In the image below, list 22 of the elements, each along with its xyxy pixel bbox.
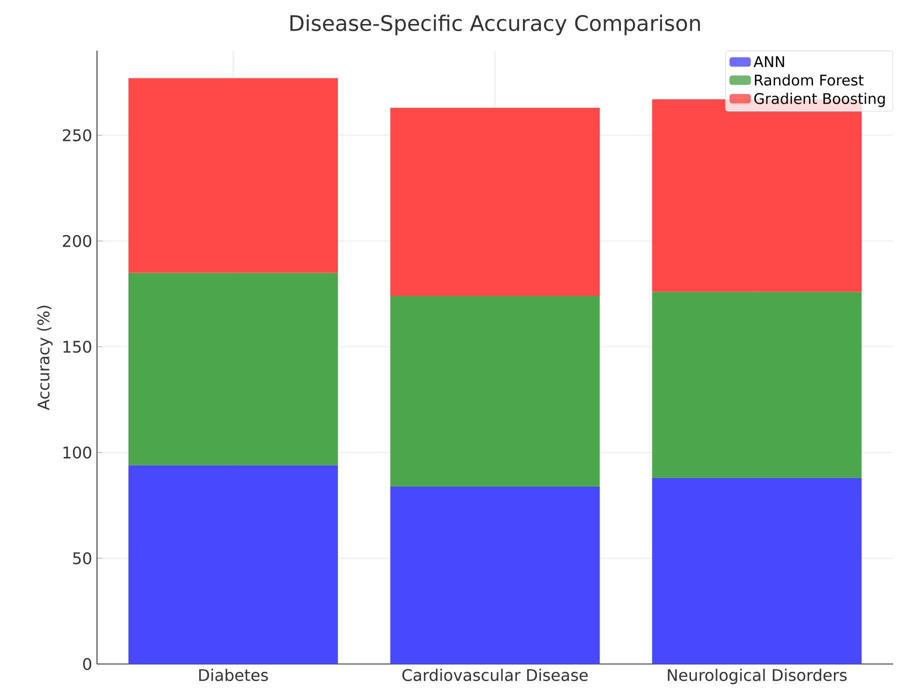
bar [652,292,862,478]
legend-label: ANN [754,56,784,67]
bar [390,486,600,664]
bar [652,478,862,664]
x-tick-label: Diabetes [199,668,268,682]
y-tick-label: 150 [64,340,92,353]
x-tick-label: Cardiovascular Disease [402,668,588,682]
bar [390,108,600,296]
y-tick-label: 100 [64,446,92,459]
legend-label: Gradient Boosting [754,92,885,107]
x-tick-label: Neurological Disorders [668,668,847,684]
bar [128,465,338,664]
y-axis-title: Accuracy (%) [37,306,53,410]
legend-label: Random Forest [754,74,864,86]
y-tick-label: 200 [62,234,92,248]
y-tick-label: 250 [62,129,92,142]
y-tick-label: 50 [73,552,92,564]
chart-title: Disease-Specific Accuracy Comparison [290,14,700,36]
bar [390,296,600,486]
bar [128,272,338,466]
y-tick-label: 0 [83,658,92,670]
bar [128,78,338,273]
